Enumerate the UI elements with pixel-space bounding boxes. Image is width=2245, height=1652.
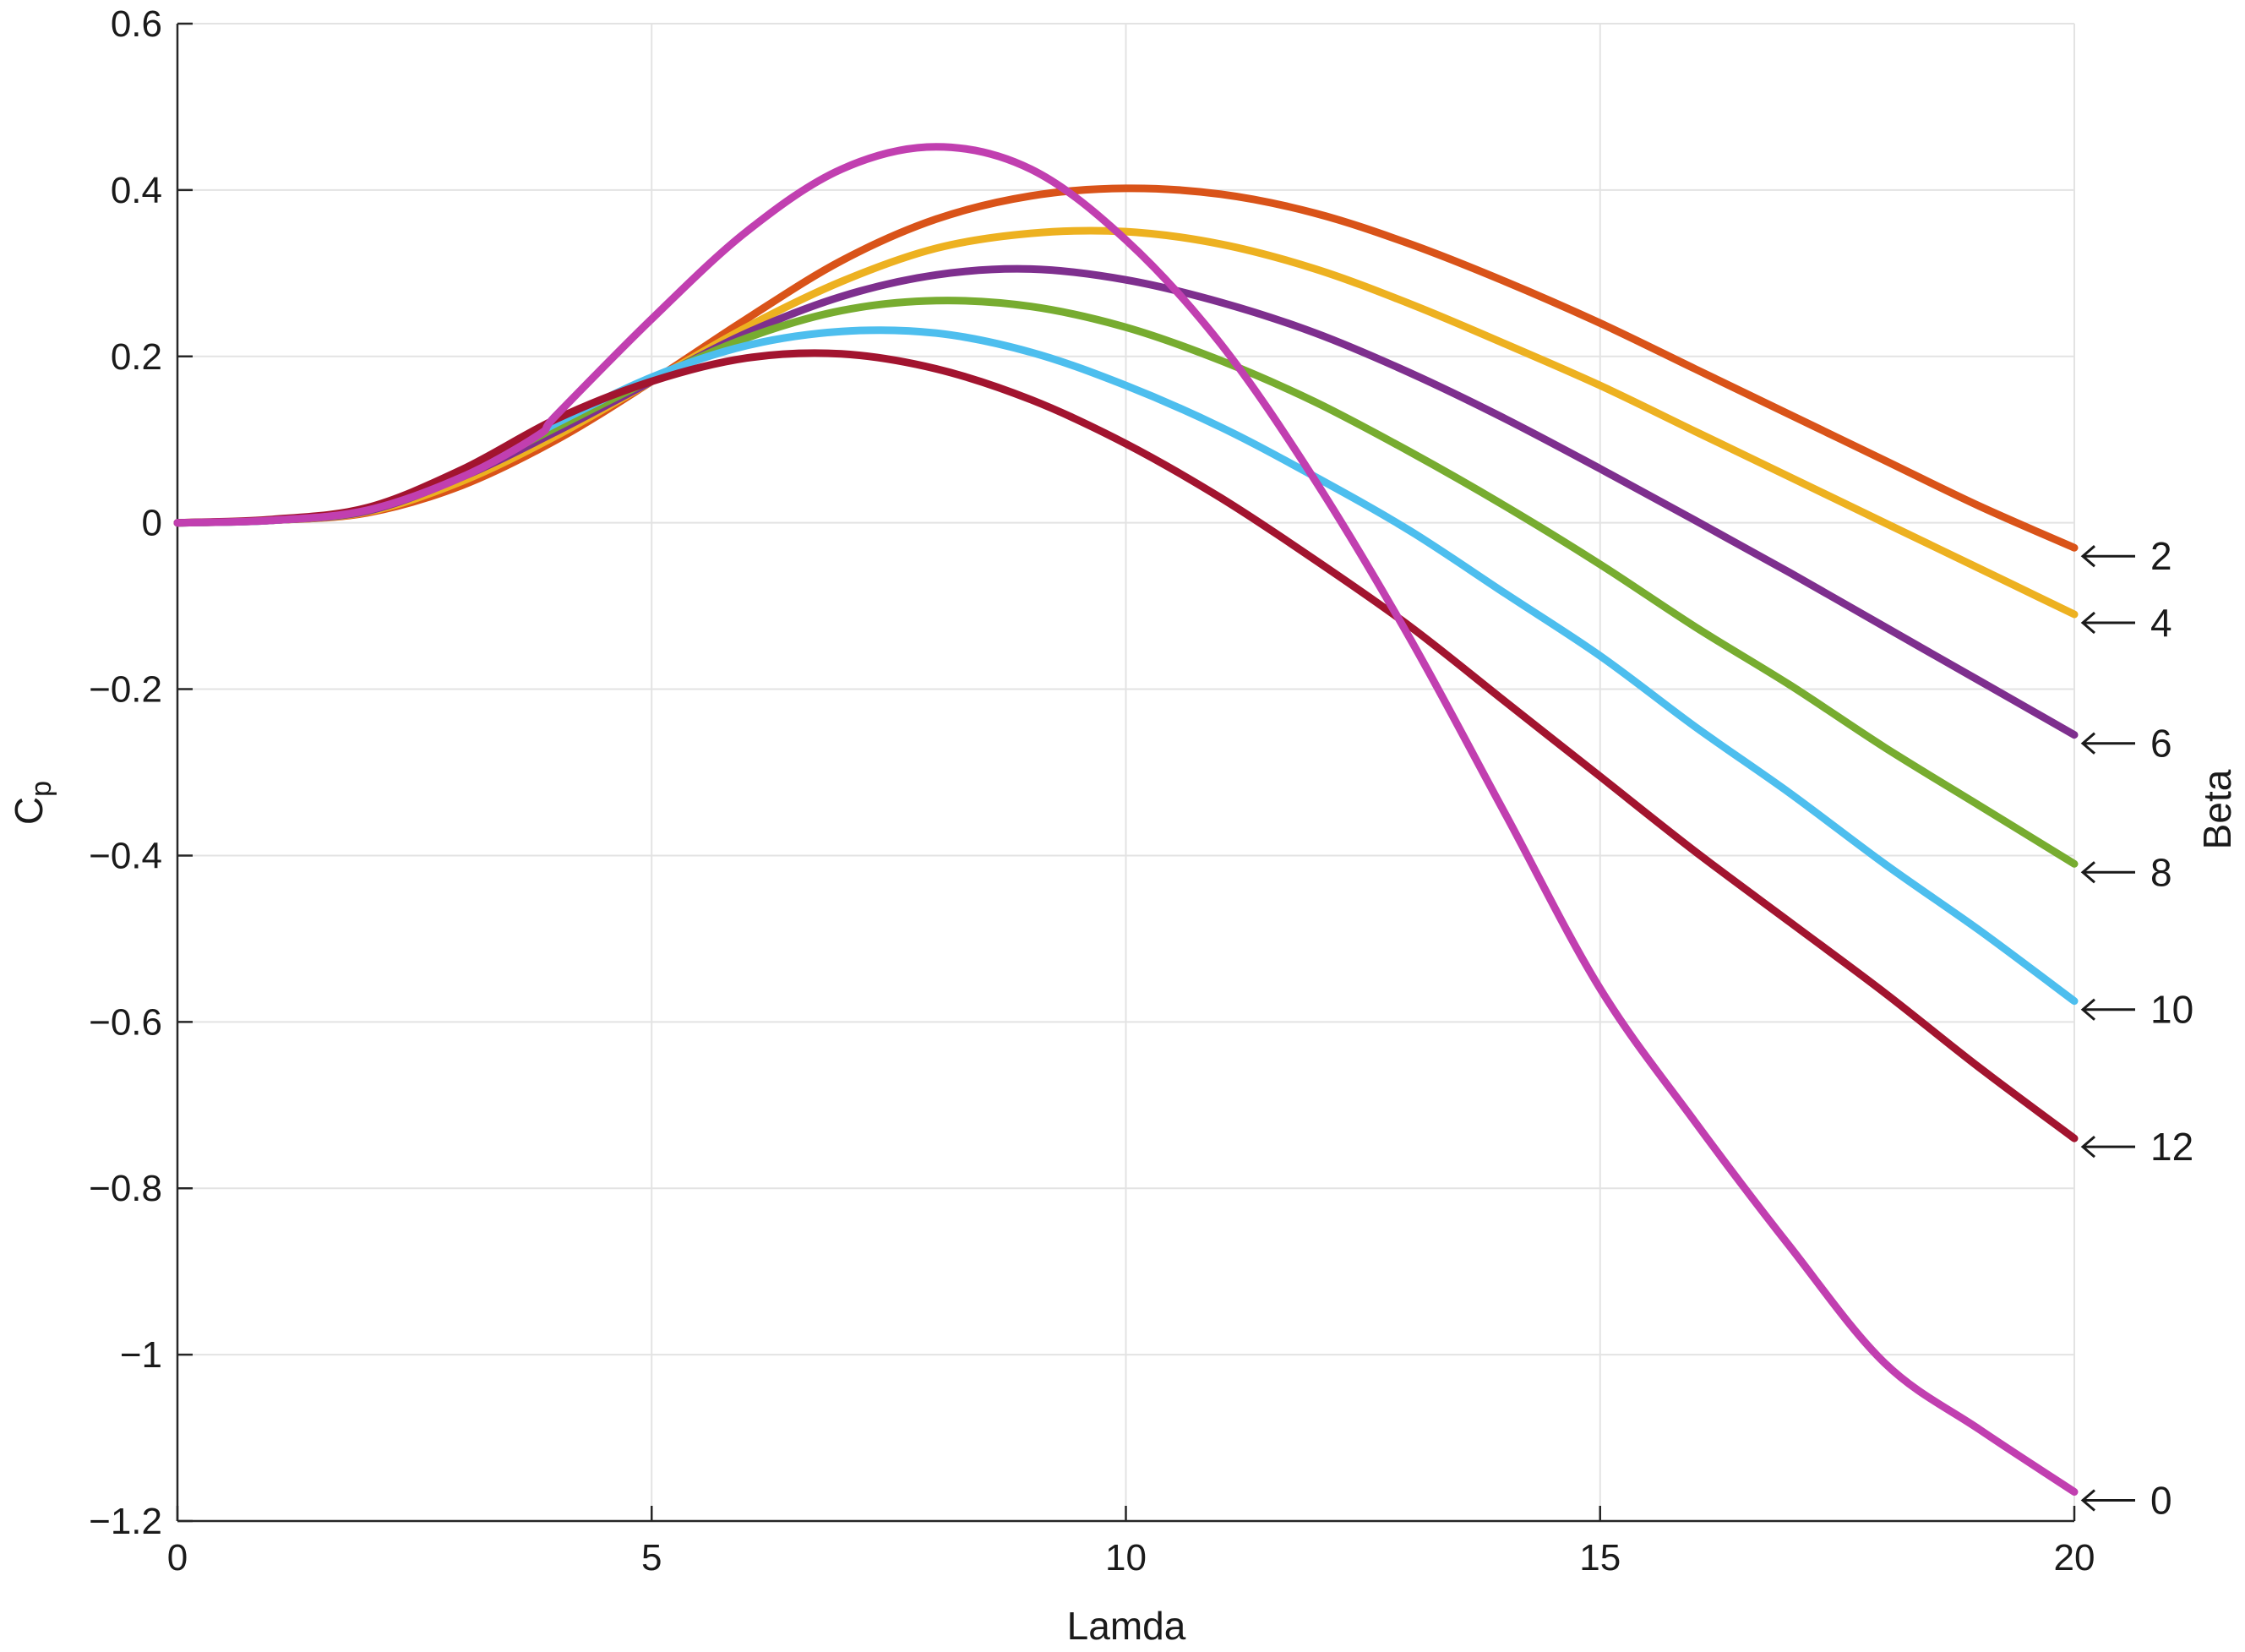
series-line-beta-12 bbox=[173, 349, 2079, 1142]
beta-label-12: 12 bbox=[2150, 1125, 2193, 1169]
beta-label-10: 10 bbox=[2150, 988, 2193, 1032]
x-axis-title: Lamda bbox=[1067, 1604, 1186, 1648]
series-line-beta-2 bbox=[173, 184, 2079, 552]
y-tick-label: 0 bbox=[142, 503, 162, 544]
y-tick-label: −0.6 bbox=[89, 1001, 162, 1043]
y-axis-title-sub: p bbox=[25, 781, 57, 797]
y-tick-label: −1 bbox=[120, 1334, 162, 1376]
beta-axis-title: Beta bbox=[2195, 769, 2239, 849]
x-tick-label: 10 bbox=[1105, 1537, 1147, 1578]
y-axis-title-main: C bbox=[7, 797, 51, 825]
beta-label-2: 2 bbox=[2150, 534, 2172, 578]
beta-label-0: 0 bbox=[2150, 1479, 2172, 1523]
beta-labels: 2 4 6 8 10 12 0 bbox=[2080, 534, 2193, 1523]
x-tick-label: 15 bbox=[1579, 1537, 1621, 1578]
x-tick-label: 20 bbox=[2054, 1537, 2095, 1578]
series-line-beta-4 bbox=[173, 226, 2079, 619]
y-tick-label: 0.6 bbox=[111, 3, 162, 45]
grid bbox=[177, 23, 2075, 1522]
x-tick-label: 5 bbox=[641, 1537, 662, 1578]
y-tick-label: 0.2 bbox=[111, 336, 162, 378]
y-tick-label: −0.2 bbox=[89, 669, 162, 711]
series-line-beta-0 bbox=[173, 143, 2079, 1496]
x-tick-label: 0 bbox=[167, 1537, 188, 1578]
beta-label-6: 6 bbox=[2150, 722, 2172, 766]
y-axis-title: Cp bbox=[7, 781, 57, 825]
y-tick-label: −1.2 bbox=[89, 1501, 162, 1542]
y-tick-label: 0.4 bbox=[111, 170, 162, 211]
series-lines bbox=[173, 143, 2079, 1496]
y-tick-label: −0.8 bbox=[89, 1168, 162, 1209]
axes: 0 5 10 15 20 0.6 0.4 0.2 0 −0.2 −0.4 −0.6 −0.8 −1 −1.2 bbox=[89, 3, 2095, 1578]
y-tick-label: −0.4 bbox=[89, 835, 162, 876]
beta-label-8: 8 bbox=[2150, 850, 2172, 894]
beta-label-4: 4 bbox=[2150, 601, 2172, 645]
